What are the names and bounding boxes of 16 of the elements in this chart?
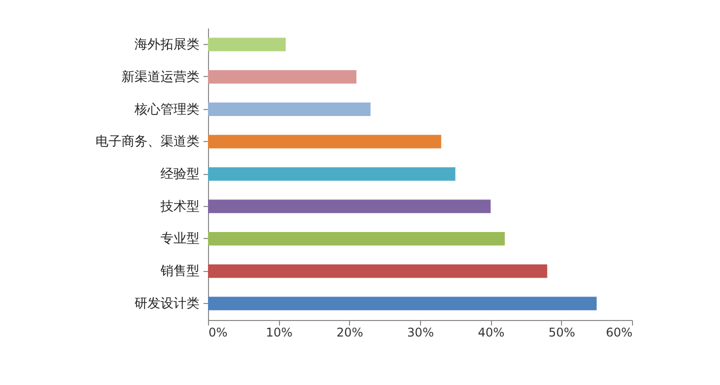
x-tick-label: 30% [407,326,434,340]
y-tick-label: 海外拓展类 [134,38,200,53]
x-tick-label: 10% [266,326,293,340]
x-tick-label: 20% [336,326,364,340]
y-tick-label: 销售型 [160,264,200,280]
x-tick-label: 40% [478,326,505,340]
y-tick-label: 经验型 [160,167,200,182]
y-tick-label: 电子商务、渠道类 [96,134,200,150]
y-tick-label: 核心管理类 [134,101,200,118]
x-tick-label: 50% [548,326,576,340]
y-tick-label: 技术型 [160,199,200,214]
y-tick-label: 专业型 [160,232,200,247]
y-tick-label: 研发设计类 [134,296,200,312]
y-tick-label: 新渠道运营类 [122,70,200,85]
x-tick-label: 0% [208,326,228,340]
x-tick-label: 60% [606,326,632,340]
